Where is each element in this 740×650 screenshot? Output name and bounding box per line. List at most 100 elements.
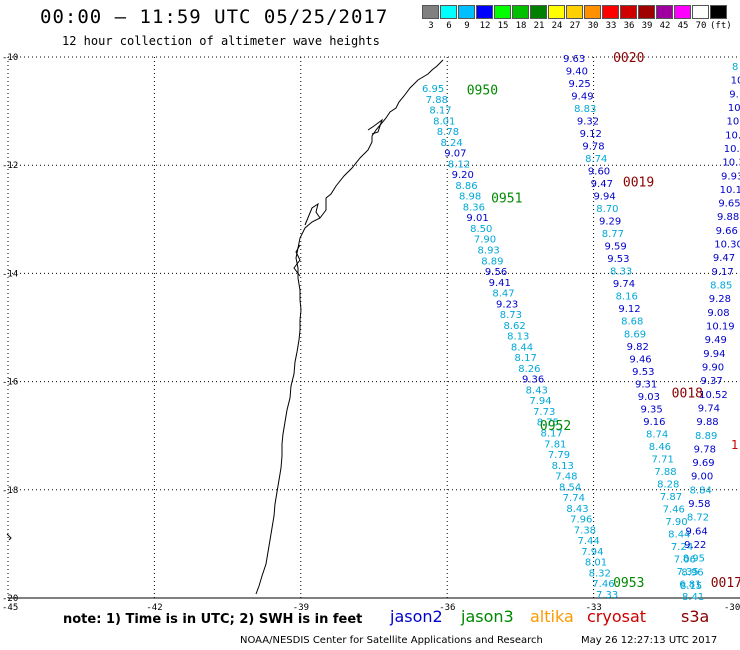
swh-reading: 7.81 (544, 439, 566, 450)
swh-reading: 7.24 (671, 542, 693, 553)
lon-label: -39 (293, 603, 309, 613)
swh-reading: 8.74 (585, 154, 607, 165)
scale-swatch (584, 5, 601, 19)
pass-label: 0950 (467, 83, 498, 98)
pass-label: 0019 (623, 175, 654, 190)
scale-swatch (476, 5, 493, 19)
swh-reading: 9.31 (635, 379, 657, 390)
swh-reading: 9.78 (694, 444, 716, 455)
swh-reading: 7.38 (574, 525, 596, 536)
swh-reading: 8.46 (649, 442, 671, 453)
swh-reading: 9.66 (716, 226, 738, 237)
swh-reading: 9.58 (688, 499, 710, 510)
swh-reading: 8.44 (668, 529, 690, 540)
swh-reading: 10.3 (724, 144, 740, 155)
pass-label: 0018 (672, 386, 703, 401)
altimeter-tracks: 6.957.888.178.018.788.249.078.129.208.86… (422, 54, 740, 603)
note-text: note: 1) Time is in UTC; 2) SWH is in fe… (63, 612, 363, 627)
swh-reading: 8.54 (559, 482, 581, 493)
swh-reading: 10.3 (722, 158, 740, 169)
scale-label: 42 (659, 21, 671, 31)
swh-reading: 9.60 (588, 167, 610, 178)
swh-reading: 8.43 (526, 385, 548, 396)
swh-reading: 9.32 (577, 117, 599, 128)
scale-label: 12 (479, 21, 491, 31)
coastline (6, 59, 444, 595)
scale-swatch (710, 5, 727, 19)
scale-swatch (422, 5, 439, 19)
swh-reading: 9.63 (563, 54, 585, 65)
scale-swatch (692, 5, 709, 19)
swh-reading: 9.88 (717, 212, 739, 223)
swh-reading: 8.15 (680, 581, 702, 592)
swh-reading: 9.82 (627, 342, 649, 353)
scale-swatch (620, 5, 637, 19)
swh-reading: 9.88 (696, 417, 718, 428)
swh-reading: 8.47 (492, 289, 514, 300)
swh-reading: 7.79 (548, 450, 570, 461)
swh-reading: 8.44 (511, 342, 533, 353)
swh-reading: 9.00 (691, 472, 713, 483)
scale-label: (ft) (710, 21, 732, 31)
footer-credit: NOAA/NESDIS Center for Satellite Applica… (240, 635, 543, 646)
swh-reading: 8.98 (459, 192, 481, 203)
scale-swatch (656, 5, 673, 19)
pass-label: 0017 (711, 576, 740, 591)
map-title: 00:00 – 11:59 UTC 05/25/2017 (40, 6, 389, 28)
swh-reading: 9.20 (452, 170, 474, 181)
swh-reading: 9.07 (444, 149, 466, 160)
pass-labels: 0020 0950 0019 0951 0952 0018 0953 0017 (467, 51, 740, 591)
swh-reading: 7.06 (674, 554, 696, 565)
scale-swatch (602, 5, 619, 19)
swh-reading: 9.25 (569, 79, 591, 90)
swh-reading: 9.94 (593, 192, 615, 203)
swh-reading: 7.94 (529, 396, 551, 407)
swh-reading: 9.35 (640, 404, 662, 415)
scale-label: 21 (533, 21, 545, 31)
swh-reading: 8.89 (695, 431, 717, 442)
swh-reading: 9.23 (496, 299, 518, 310)
swh-reading: 9.53 (632, 367, 654, 378)
scale-label: 45 (677, 21, 689, 31)
scale-label: 6 (446, 21, 452, 31)
swh-reading: 7.94 (581, 547, 603, 558)
lat-label: -16 (2, 378, 18, 388)
scale-label: 27 (569, 21, 581, 31)
swh-reading: 9.01 (466, 213, 488, 224)
graticule (7, 56, 740, 599)
swh-reading: 8.17 (515, 353, 537, 364)
swh-reading: 7.33 (596, 590, 618, 601)
lat-label: -12 (2, 161, 18, 171)
swh-reading: 8.78 (437, 127, 459, 138)
lon-label: -30 (724, 603, 740, 613)
swh-reading: 9.12 (618, 304, 640, 315)
swh-reading: 9.53 (607, 254, 629, 265)
scale-label: 70 (695, 21, 707, 31)
swh-reading: 8.43 (566, 504, 588, 515)
swh-reading: 8.33 (610, 267, 632, 278)
swh-reading: 7.48 (555, 472, 577, 483)
swh-reading: 9.28 (709, 294, 731, 305)
scale-swatch (566, 5, 583, 19)
swh-reading: 8.01 (433, 116, 455, 127)
swh-reading: 7.90 (474, 235, 496, 246)
swh-reading: 9.65 (718, 199, 740, 210)
swh-reading: 10.30 (714, 240, 740, 251)
swh-reading: 8.01 (585, 558, 607, 569)
satellite-legend-item: s3a (681, 607, 710, 626)
swh-reading: 7.35 (676, 567, 698, 578)
color-scale-labels: 3 6 9 12 15 18 21 24 27 30 33 36 39 42 45 70 (ft) (422, 21, 732, 31)
swh-reading: 9. (729, 89, 739, 100)
swh-reading: 8.74 (646, 429, 668, 440)
swh-reading: 8.62 (503, 321, 525, 332)
swh-reading: 8.26 (518, 364, 540, 375)
swh-reading: 7.71 (652, 454, 674, 465)
lon-label: -45 (2, 603, 18, 613)
swh-reading: 8 (732, 62, 738, 73)
lat-label: -14 (2, 269, 18, 279)
swh-reading: 9.47 (591, 179, 613, 190)
swh-reading: 9.08 (707, 308, 729, 319)
swh-reading: 8.68 (621, 317, 643, 328)
swh-reading: 9.59 (605, 242, 627, 253)
